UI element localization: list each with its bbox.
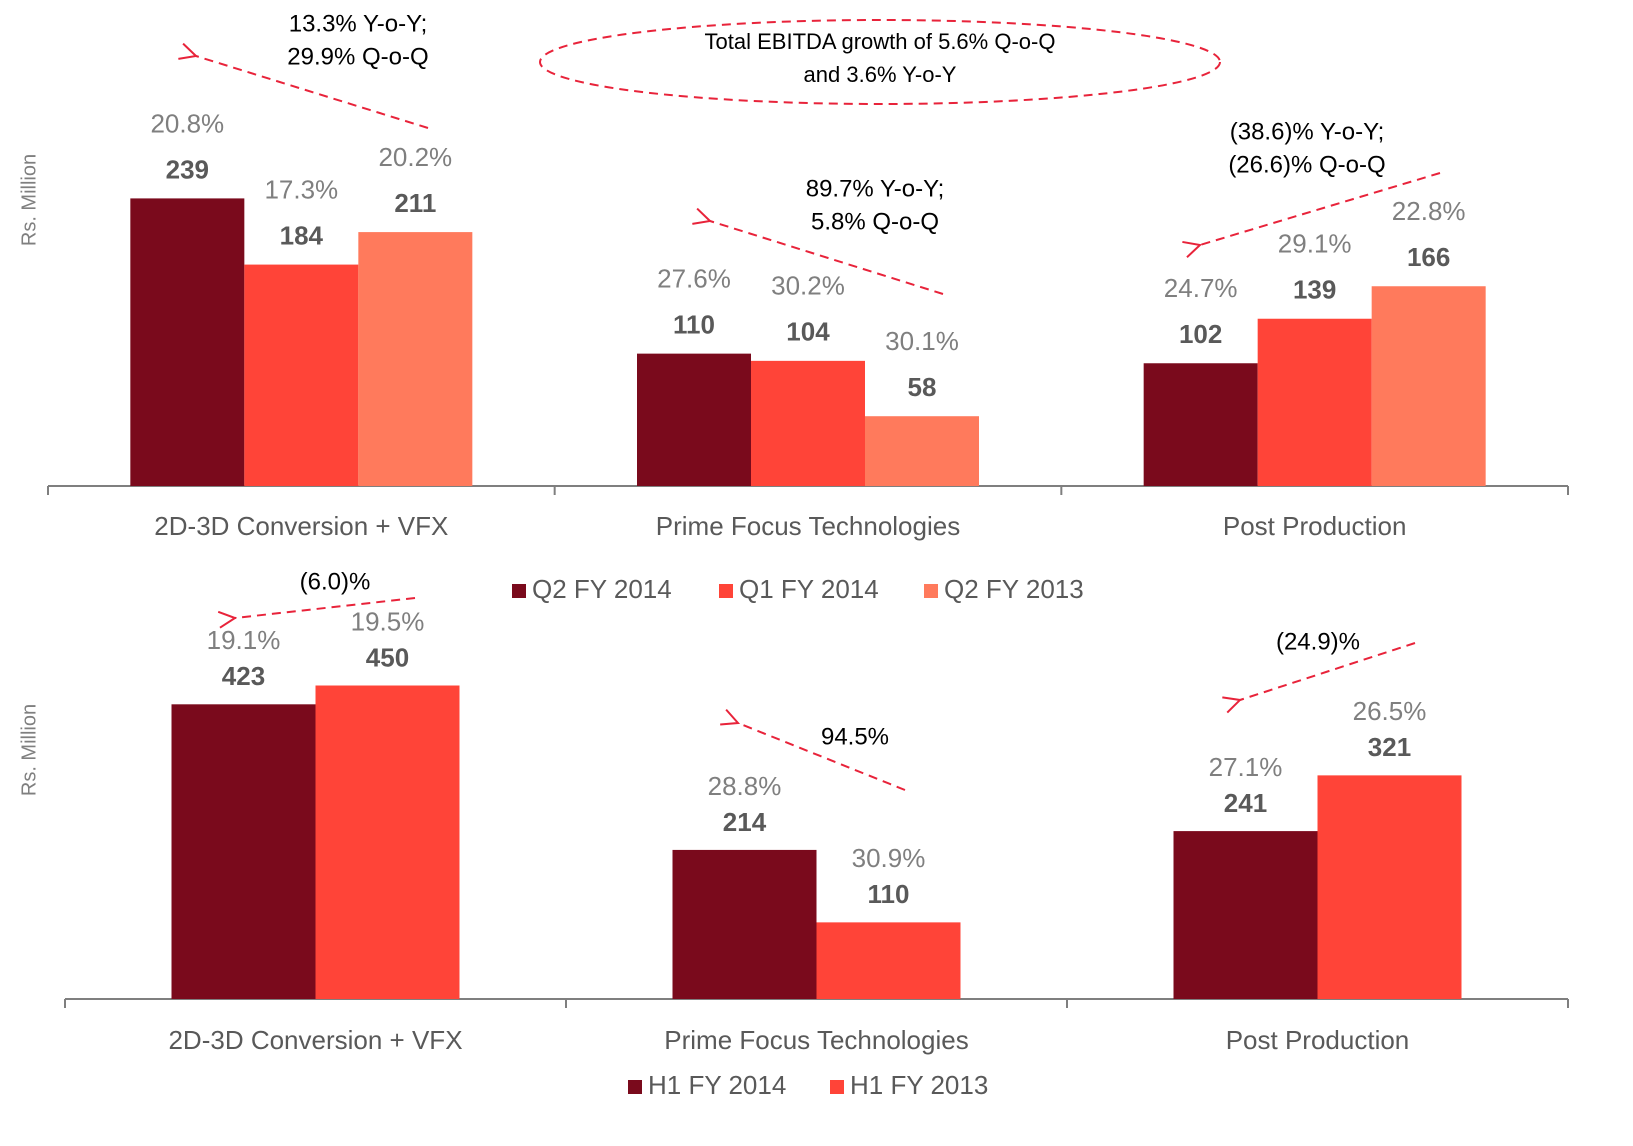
annotation: (38.6)% Y-o-Y;: [1230, 118, 1385, 145]
margin-label: 29.1%: [1278, 229, 1352, 259]
value-label: 110: [868, 879, 910, 909]
value-label: 321: [1368, 732, 1411, 762]
x-tick-label: Prime Focus Technologies: [664, 1025, 968, 1055]
margin-label: 24.7%: [1164, 273, 1238, 303]
annotation-arrow: [1200, 172, 1441, 245]
callout-ellipse: [539, 19, 1221, 105]
bar: [1173, 831, 1318, 999]
bar: [751, 360, 865, 486]
legend-label: Q2 FY 2014: [532, 574, 672, 604]
value-label: 423: [222, 661, 265, 691]
margin-label: 19.1%: [207, 625, 281, 655]
annotation: 13.3% Y-o-Y;: [289, 10, 428, 37]
legend-label: H1 FY 2013: [850, 1070, 988, 1100]
value-label: 110: [673, 310, 715, 340]
value-label: 104: [786, 317, 830, 347]
value-label: 214: [723, 807, 767, 837]
value-label: 166: [1407, 242, 1450, 272]
value-label: 139: [1293, 275, 1336, 305]
margin-label: 27.1%: [1209, 752, 1283, 782]
legend-swatch: [719, 584, 733, 598]
annotation-arrow: [710, 221, 944, 295]
bar: [130, 198, 245, 487]
callout-text: and 3.6% Y-o-Y: [804, 62, 957, 87]
margin-label: 20.2%: [378, 142, 452, 172]
bar: [816, 922, 961, 999]
value-label: 241: [1224, 788, 1267, 818]
margin-label: 17.3%: [264, 174, 338, 204]
margin-label: 27.6%: [657, 264, 731, 294]
margin-label: 20.8%: [150, 108, 224, 138]
x-tick-label: 2D-3D Conversion + VFX: [154, 511, 448, 541]
x-tick-label: Post Production: [1226, 1025, 1410, 1055]
annotation-arrow: [196, 56, 429, 129]
x-tick-label: Post Production: [1223, 511, 1407, 541]
legend-label: Q1 FY 2014: [739, 574, 879, 604]
annotation: (24.9)%: [1276, 628, 1360, 655]
margin-label: 30.1%: [885, 326, 959, 356]
bar: [358, 232, 473, 486]
bar: [1257, 318, 1372, 486]
margin-label: 19.5%: [351, 606, 425, 636]
annotation: 89.7% Y-o-Y;: [806, 175, 945, 202]
legend-swatch: [830, 1080, 844, 1094]
bar: [1143, 363, 1258, 486]
legend-swatch: [924, 584, 938, 598]
margin-label: 30.2%: [771, 271, 845, 301]
callout-text: Total EBITDA growth of 5.6% Q-o-Q: [705, 29, 1056, 54]
legend-swatch: [628, 1080, 642, 1094]
y-axis-label: Rs. Million: [18, 154, 40, 246]
annotation-arrow: [235, 597, 416, 618]
value-label: 58: [908, 372, 937, 402]
margin-label: 28.8%: [708, 771, 782, 801]
x-tick-label: 2D-3D Conversion + VFX: [168, 1025, 462, 1055]
bar: [637, 353, 751, 486]
margin-label: 22.8%: [1392, 196, 1466, 226]
value-label: 102: [1179, 319, 1222, 349]
legend-swatch: [512, 584, 526, 598]
annotation: 29.9% Q-o-Q: [287, 43, 428, 70]
x-tick-label: Prime Focus Technologies: [656, 511, 960, 541]
legend-label: Q2 FY 2013: [944, 574, 1084, 604]
annotation: 94.5%: [821, 723, 889, 750]
annotation: (6.0)%: [300, 568, 371, 595]
margin-label: 26.5%: [1353, 696, 1427, 726]
value-label: 184: [280, 220, 324, 250]
bar: [865, 416, 979, 486]
value-label: 450: [366, 642, 409, 672]
bar: [1317, 775, 1462, 999]
y-axis-label: Rs. Million: [18, 704, 40, 796]
value-label: 239: [166, 154, 209, 184]
bar: [315, 685, 460, 999]
annotation: (26.6)% Q-o-Q: [1228, 151, 1385, 178]
value-label: 211: [394, 188, 436, 218]
bar: [672, 849, 817, 999]
legend-label: H1 FY 2014: [648, 1070, 786, 1100]
annotation-arrow: [1240, 642, 1416, 700]
margin-label: 30.9%: [852, 843, 926, 873]
bar: [1371, 286, 1486, 486]
bar: [244, 264, 359, 486]
bar: [171, 704, 316, 999]
annotation: 5.8% Q-o-Q: [811, 208, 939, 235]
